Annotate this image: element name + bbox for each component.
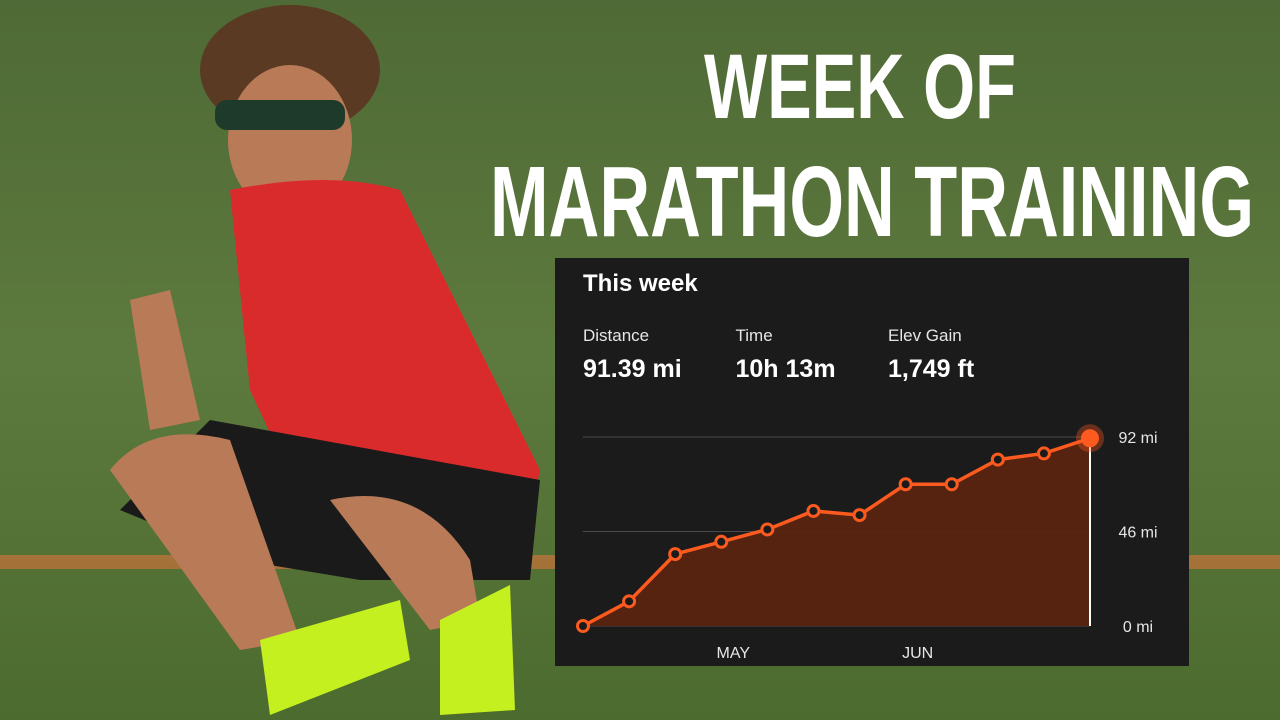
stat-value: 10h 13m (736, 355, 836, 383)
point (1036, 446, 1051, 461)
point (898, 477, 913, 492)
stat-value: 1,749 ft (888, 355, 975, 383)
point (944, 477, 959, 492)
stat-label: Distance (583, 326, 649, 345)
point (622, 594, 637, 609)
headline: WEEK OF (704, 36, 1016, 138)
y-tick-label: 92 mi (1118, 430, 1157, 447)
y-tick-label: 0 mi (1123, 619, 1153, 636)
point (852, 508, 867, 523)
point (714, 534, 729, 549)
point (576, 619, 590, 633)
x-tick-label: MAY (717, 645, 751, 662)
point (668, 547, 683, 562)
point (1081, 429, 1099, 448)
runner (110, 5, 540, 715)
area (583, 438, 1090, 626)
headline: MARATHON TRAINING (490, 146, 1254, 258)
stat-label: Elev Gain (888, 326, 962, 345)
panel-title: This week (583, 270, 698, 297)
point (990, 452, 1005, 467)
x-tick-label: JUN (902, 645, 933, 662)
point (760, 522, 775, 537)
y-tick-label: 46 mi (1118, 525, 1157, 542)
point (806, 503, 821, 518)
stat-value: 91.39 mi (583, 355, 682, 383)
stat-label: Time (736, 326, 773, 345)
line (582, 436, 1091, 628)
